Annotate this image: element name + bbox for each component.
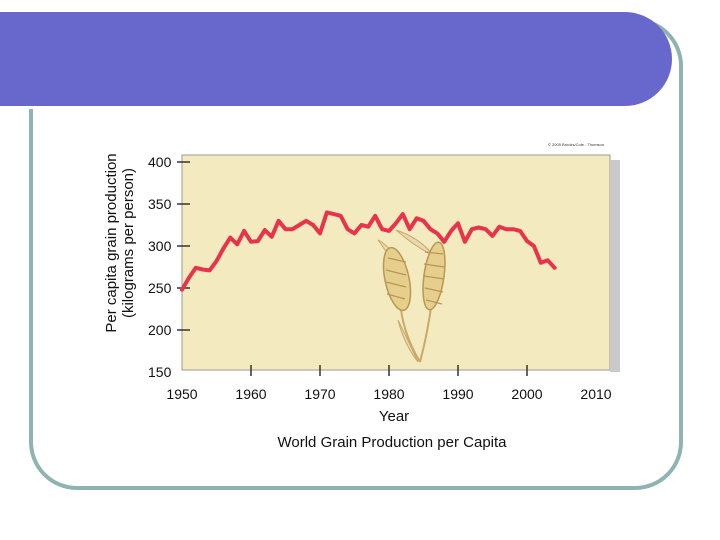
- wheat-head-right: [422, 241, 446, 311]
- header-bar: [0, 12, 672, 109]
- y-tick-label-300: 300: [148, 238, 172, 254]
- wheat-leaf-base: [397, 319, 419, 363]
- y-axis: 400 350 300 250 200 150: [148, 154, 190, 380]
- x-tick-label-1970: 1970: [304, 386, 335, 402]
- y-tick-label-250: 250: [148, 280, 172, 296]
- x-tick-label-1980: 1980: [373, 386, 404, 402]
- chart-title: World Grain Production per Capita: [278, 434, 508, 451]
- x-axis-title: Year: [379, 408, 409, 425]
- x-tick-label-2000: 2000: [511, 386, 542, 402]
- y-axis-title-line2: (kilograms per person): [120, 168, 137, 318]
- wheat-illustration: [377, 229, 446, 363]
- plot-shadow: [610, 160, 620, 372]
- grain-production-line: [180, 210, 557, 292]
- y-tick-label-350: 350: [148, 196, 172, 212]
- x-tick-label-2010: 2010: [580, 386, 611, 402]
- y-tick-label-400: 400: [148, 154, 172, 170]
- y-tick-label-150: 150: [148, 364, 172, 380]
- wheat-grain-lines-left: [385, 257, 407, 300]
- y-tick-label-200: 200: [148, 322, 172, 338]
- x-tick-label-1960: 1960: [235, 386, 266, 402]
- x-axis: 1950 1960 1970 1980 1990 2000 2010: [166, 365, 612, 402]
- x-tick-label-1950: 1950: [166, 386, 197, 402]
- y-axis-title-line1: Per capita grain production: [103, 153, 120, 332]
- header-underline: [0, 106, 637, 109]
- wheat-grain-lines-right: [423, 251, 445, 305]
- copyright-note: © 2005 Brooks/Cole - Thomson: [548, 142, 604, 147]
- x-tick-label-1990: 1990: [442, 386, 473, 402]
